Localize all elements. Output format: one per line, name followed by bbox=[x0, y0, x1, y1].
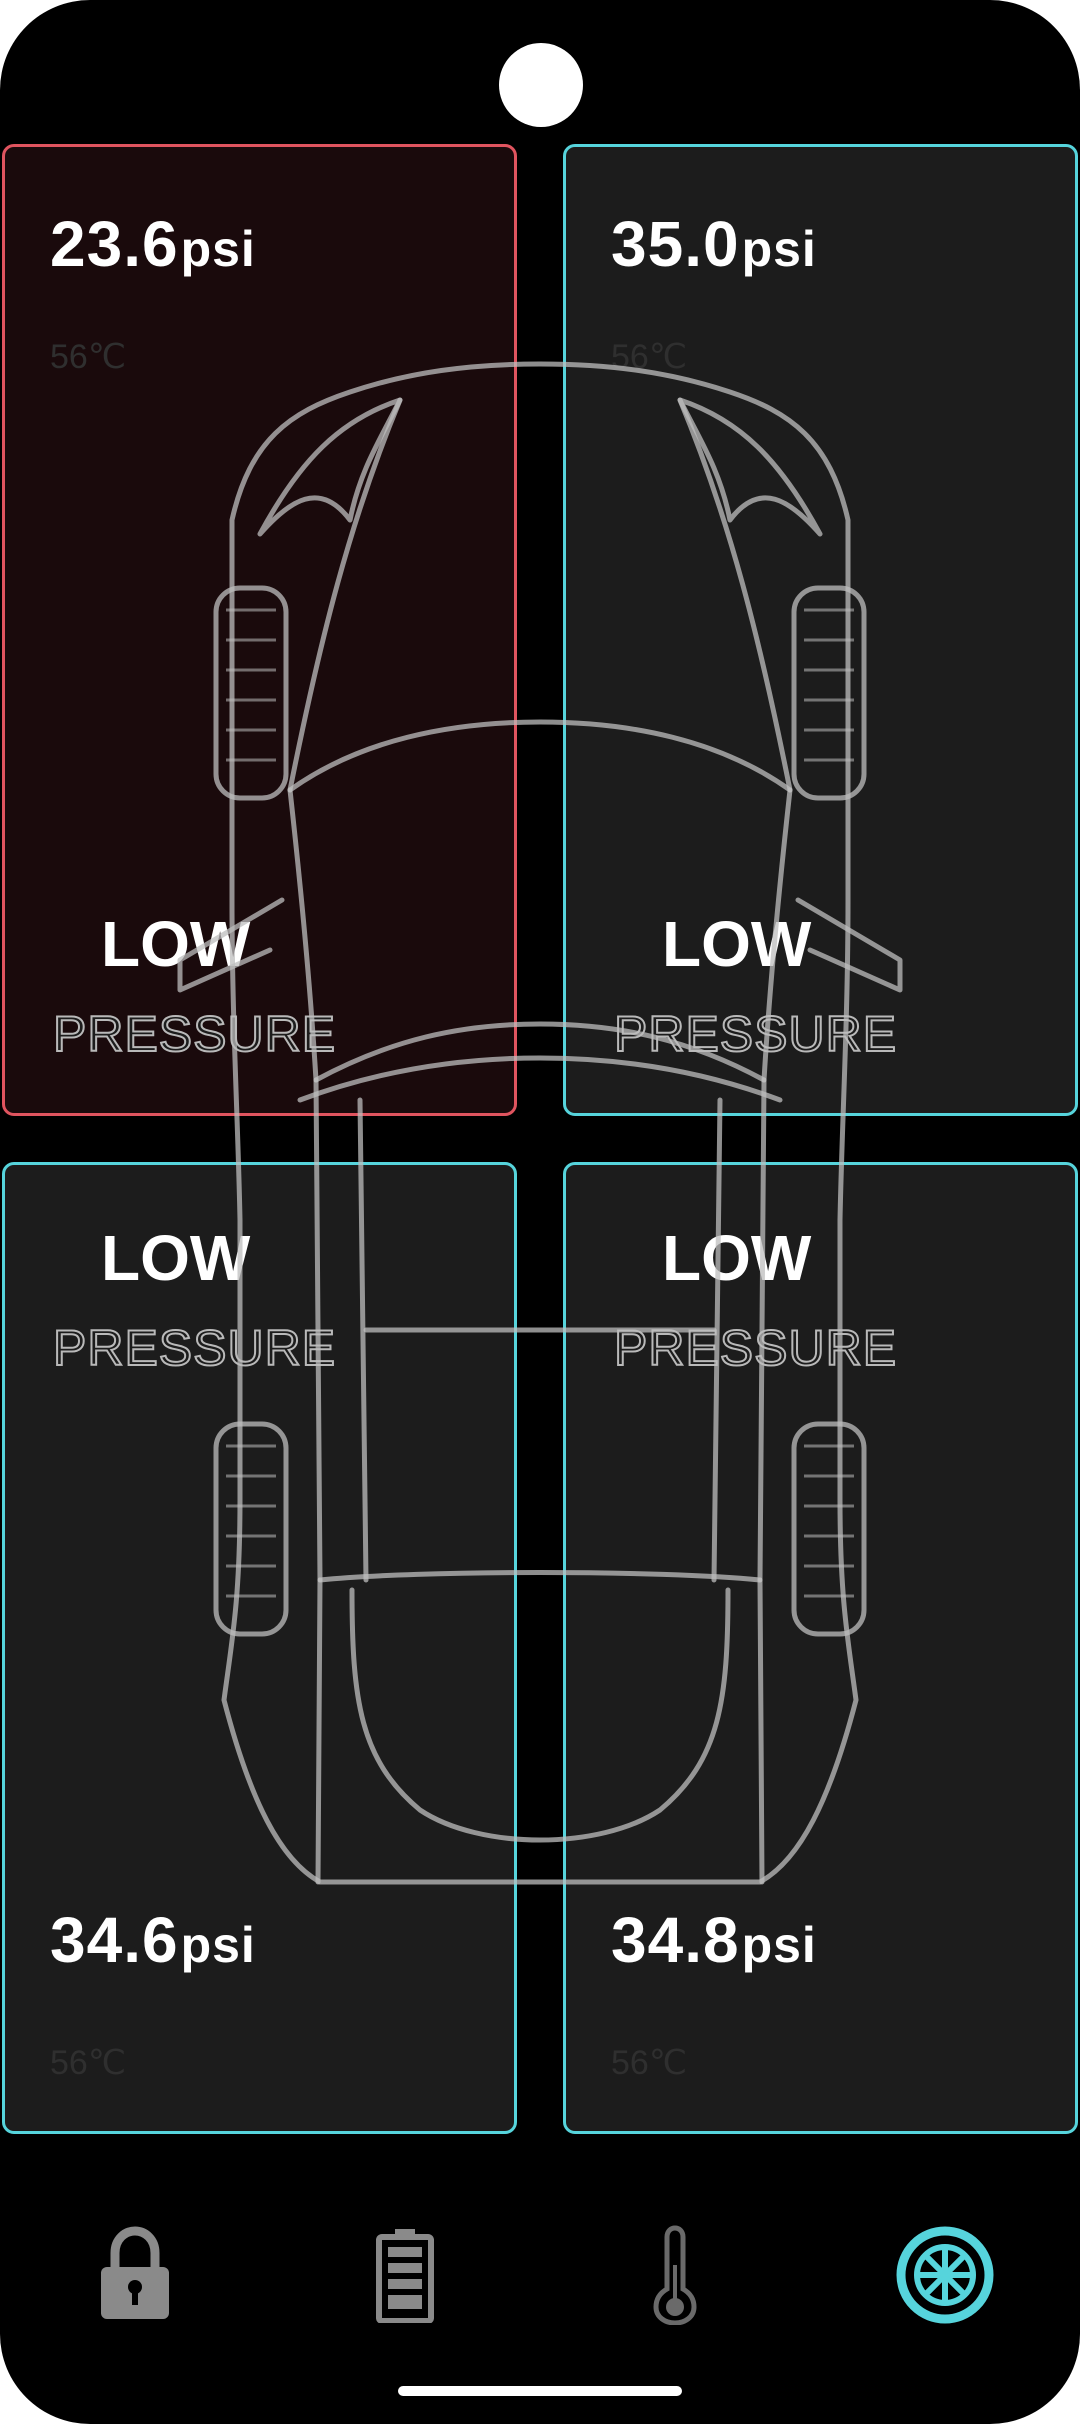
pressure-value: 34.8psi bbox=[611, 1904, 817, 1976]
nav-battery-button[interactable] bbox=[350, 2220, 460, 2330]
temperature-value: 56℃ bbox=[50, 338, 127, 376]
tire-tile-front-left[interactable]: 23.6psi 56℃ LOW PRESSURE bbox=[2, 144, 517, 1116]
status-low-label: LOW bbox=[662, 908, 812, 980]
home-indicator[interactable] bbox=[398, 2386, 682, 2396]
lock-icon bbox=[101, 2226, 169, 2319]
pressure-value: 35.0psi bbox=[611, 208, 817, 280]
nav-lock-button[interactable] bbox=[80, 2220, 190, 2330]
status-pressure-label: PRESSURE bbox=[52, 1319, 337, 1377]
pressure-value: 23.6psi bbox=[50, 208, 256, 280]
front-camera bbox=[499, 43, 583, 127]
status-low-label: LOW bbox=[101, 908, 251, 980]
nav-tire-pressure-button[interactable] bbox=[890, 2220, 1000, 2330]
status-pressure-label: PRESSURE bbox=[613, 1319, 898, 1377]
status-pressure-label: PRESSURE bbox=[613, 1005, 898, 1063]
tire-tile-rear-right[interactable]: LOW PRESSURE 34.8psi 56℃ bbox=[563, 1162, 1078, 2134]
pressure-value: 34.6psi bbox=[50, 1904, 256, 1976]
status-pressure-label: PRESSURE bbox=[52, 1005, 337, 1063]
tire-tile-rear-left[interactable]: LOW PRESSURE 34.6psi 56℃ bbox=[2, 1162, 517, 2134]
battery-icon bbox=[376, 2229, 434, 2323]
bottom-navigation bbox=[0, 2150, 1080, 2350]
tire-icon bbox=[896, 2226, 994, 2324]
temperature-value: 56℃ bbox=[611, 338, 688, 376]
temperature-value: 56℃ bbox=[611, 2044, 688, 2082]
thermometer-icon bbox=[653, 2225, 697, 2325]
temperature-value: 56℃ bbox=[50, 2044, 127, 2082]
status-low-label: LOW bbox=[662, 1222, 812, 1294]
nav-temperature-button[interactable] bbox=[620, 2220, 730, 2330]
tire-tile-front-right[interactable]: 35.0psi 56℃ LOW PRESSURE bbox=[563, 144, 1078, 1116]
status-low-label: LOW bbox=[101, 1222, 251, 1294]
